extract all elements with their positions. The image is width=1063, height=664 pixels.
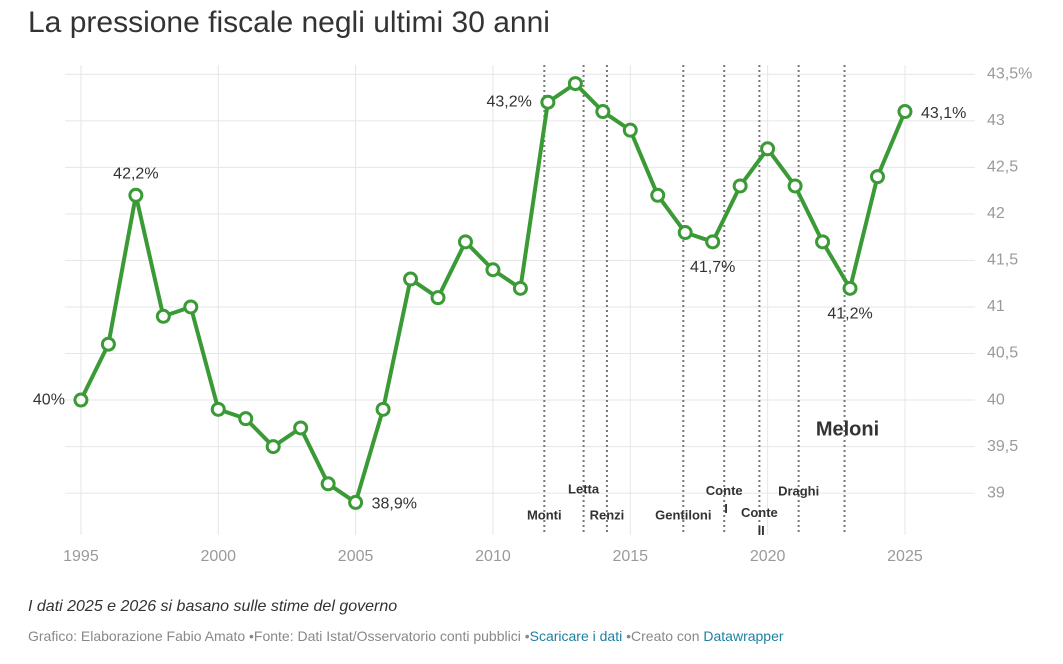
y-tick-label: 43,5% xyxy=(987,66,1032,83)
point xyxy=(293,420,309,436)
value-label: 42,2% xyxy=(113,166,158,183)
point xyxy=(650,187,666,203)
point xyxy=(842,280,858,296)
y-tick-label: 39 xyxy=(987,484,1005,501)
point xyxy=(787,178,803,194)
point xyxy=(73,392,89,408)
period-label: Conte II xyxy=(741,505,778,538)
byline: Grafico: Elaborazione Fabio Amato xyxy=(28,628,246,644)
x-tick-label: 2010 xyxy=(475,548,511,565)
period-label: Letta xyxy=(568,481,600,496)
point xyxy=(375,401,391,417)
value-label: 43,1% xyxy=(921,105,966,122)
point xyxy=(320,476,336,492)
point xyxy=(512,280,528,296)
x-tick-label: 2005 xyxy=(338,548,374,565)
x-tick-label: 2025 xyxy=(887,548,923,565)
y-tick-label: 39,5 xyxy=(987,438,1018,455)
x-tick-label: 1995 xyxy=(63,548,99,565)
point xyxy=(677,225,693,241)
point xyxy=(457,234,473,250)
point xyxy=(128,187,144,203)
created-with: Creato con xyxy=(631,628,700,644)
period-label: Conte I xyxy=(706,483,743,516)
point xyxy=(430,290,446,306)
point xyxy=(100,336,116,352)
point xyxy=(155,308,171,324)
value-label: 43,2% xyxy=(487,93,532,110)
point xyxy=(348,494,364,510)
point xyxy=(705,234,721,250)
point xyxy=(567,76,583,92)
point xyxy=(265,439,281,455)
period-label: Gentiloni xyxy=(655,507,711,522)
point xyxy=(183,299,199,315)
x-tick-label: 2020 xyxy=(750,548,786,565)
y-tick-label: 43 xyxy=(987,112,1005,129)
point xyxy=(732,178,748,194)
x-tick-label: 2000 xyxy=(200,548,236,565)
period-label: Renzi xyxy=(590,507,625,522)
y-tick-label: 42,5 xyxy=(987,159,1018,176)
value-label: 41,2% xyxy=(827,306,872,323)
point xyxy=(540,94,556,110)
period-label: Meloni xyxy=(816,418,879,440)
value-label: 38,9% xyxy=(372,496,417,513)
source: Fonte: Dati Istat/Osservatorio conti pub… xyxy=(253,628,521,644)
period-label: Draghi xyxy=(778,483,819,498)
point xyxy=(760,141,776,157)
point xyxy=(869,169,885,185)
y-tick-label: 40 xyxy=(987,391,1005,408)
download-link[interactable]: Scaricare i dati xyxy=(529,628,623,644)
tool-link[interactable]: Datawrapper xyxy=(703,628,784,644)
footer: Grafico: Elaborazione Fabio Amato Fonte: … xyxy=(28,628,784,644)
y-tick-label: 42 xyxy=(987,205,1005,222)
value-label: 40% xyxy=(33,391,65,408)
notes: I dati 2025 e 2026 si basano sulle stime… xyxy=(28,598,398,615)
y-tick-label: 41 xyxy=(987,298,1005,315)
point xyxy=(815,234,831,250)
point xyxy=(595,104,611,120)
point xyxy=(622,122,638,138)
point xyxy=(485,262,501,278)
point xyxy=(897,104,913,120)
chart: 39 39,5 40 40,5 41 41,5 42 42,5 43 43,5% 1995 2000 2… xyxy=(33,65,1032,565)
point xyxy=(238,411,254,427)
point xyxy=(210,401,226,417)
point xyxy=(403,271,419,287)
chart-title: La pressione fiscale negli ultimi 30 ann… xyxy=(28,6,550,39)
y-tick-label: 40,5 xyxy=(987,345,1018,362)
y-tick-label: 41,5 xyxy=(987,252,1018,269)
value-label: 41,7% xyxy=(690,259,735,276)
period-label: Monti xyxy=(527,507,562,522)
x-tick-label: 2015 xyxy=(612,548,648,565)
